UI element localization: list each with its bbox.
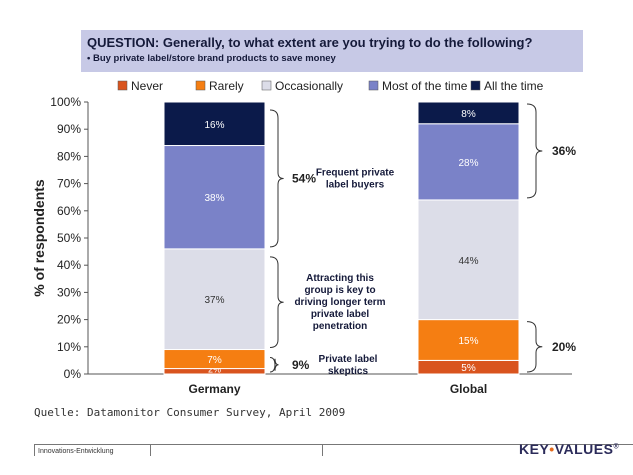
legend-label: Occasionally bbox=[275, 79, 343, 93]
annotation-text: Private label bbox=[319, 354, 378, 365]
annotation-percent: 36% bbox=[552, 144, 576, 158]
bracket bbox=[269, 357, 279, 373]
y-tick-label: 50% bbox=[57, 231, 81, 245]
footer-tick bbox=[34, 444, 35, 456]
data-label: 28% bbox=[458, 158, 478, 169]
bar-segment bbox=[417, 199, 520, 321]
question-title: QUESTION: Generally, to what extent are … bbox=[87, 35, 533, 50]
bar-segment bbox=[163, 248, 266, 351]
legend-swatch bbox=[368, 80, 379, 91]
data-label: 44% bbox=[458, 256, 478, 267]
footer-tick bbox=[322, 444, 323, 456]
annotation-percent: 20% bbox=[552, 340, 576, 354]
data-label: 7% bbox=[207, 355, 222, 366]
y-axis-title: % of respondents bbox=[31, 179, 47, 297]
brand-logo-mark: ® bbox=[613, 443, 620, 451]
question-subtitle: • Buy private label/store brand products… bbox=[87, 53, 336, 64]
legend-label: Most of the time bbox=[382, 79, 468, 93]
data-label: 37% bbox=[204, 295, 224, 306]
data-label: 5% bbox=[461, 363, 476, 374]
y-tick-label: 60% bbox=[57, 204, 81, 218]
stacked-bar-chart: Never Rarely Occasionally Most of the time A… bbox=[31, 79, 576, 396]
bar-segment bbox=[417, 101, 520, 125]
annotation-text: penetration bbox=[313, 321, 367, 332]
annotation-text: private label bbox=[311, 309, 370, 320]
brand-logo-separator: • bbox=[549, 441, 555, 457]
y-tick-label: 10% bbox=[57, 340, 81, 354]
bracket bbox=[269, 256, 284, 349]
y-tick-label: 90% bbox=[57, 122, 81, 136]
data-label: 15% bbox=[458, 336, 478, 347]
annotation-percent: 54% bbox=[292, 171, 316, 185]
annotation-text: label buyers bbox=[326, 179, 385, 190]
legend-label: Never bbox=[131, 79, 163, 93]
annotation-text: Attracting this bbox=[306, 273, 374, 284]
annotation-percent: 9% bbox=[292, 358, 310, 372]
annotation-text: skeptics bbox=[328, 366, 368, 377]
legend-swatch bbox=[470, 80, 481, 91]
bracket bbox=[526, 103, 543, 199]
annotation-text: driving longer term bbox=[294, 297, 385, 308]
y-tick-label: 0% bbox=[64, 367, 82, 381]
bar-segment bbox=[163, 145, 266, 250]
bracket bbox=[526, 321, 543, 373]
legend-label: Rarely bbox=[209, 79, 244, 93]
y-tick-label: 20% bbox=[57, 313, 81, 327]
bar-segment bbox=[163, 101, 266, 147]
annotation-text: Frequent private bbox=[316, 167, 395, 178]
data-label: 16% bbox=[204, 120, 224, 131]
bar-segment bbox=[417, 319, 520, 361]
y-tick-label: 100% bbox=[50, 95, 81, 109]
data-label: 38% bbox=[204, 193, 224, 204]
legend-swatch bbox=[195, 80, 206, 91]
data-label: 2% bbox=[208, 364, 221, 374]
footer-department: Innovations-Entwicklung bbox=[38, 448, 114, 455]
legend-swatch bbox=[261, 80, 272, 91]
source-note: Quelle: Datamonitor Consumer Survey, Apr… bbox=[34, 406, 346, 419]
footer-tick bbox=[150, 444, 151, 456]
y-tick-label: 70% bbox=[57, 177, 81, 191]
brand-logo-part: KEY bbox=[519, 441, 550, 457]
y-tick-label: 80% bbox=[57, 149, 81, 163]
y-tick-label: 30% bbox=[57, 285, 81, 299]
brand-logo: KEY•VALUES® bbox=[519, 441, 619, 457]
bar-segment bbox=[417, 123, 520, 201]
question-box: QUESTION: Generally, to what extent are … bbox=[81, 30, 583, 72]
x-category-label: Germany bbox=[188, 382, 240, 396]
x-category-label: Global bbox=[450, 382, 487, 396]
data-label: 8% bbox=[461, 109, 476, 120]
bracket bbox=[269, 109, 284, 248]
y-tick-label: 40% bbox=[57, 258, 81, 272]
legend-swatch bbox=[117, 80, 128, 91]
footer-divider bbox=[34, 444, 633, 445]
annotation-text: group is key to bbox=[304, 285, 375, 296]
brand-logo-part: VALUES bbox=[554, 441, 614, 457]
legend-label: All the time bbox=[484, 79, 544, 93]
